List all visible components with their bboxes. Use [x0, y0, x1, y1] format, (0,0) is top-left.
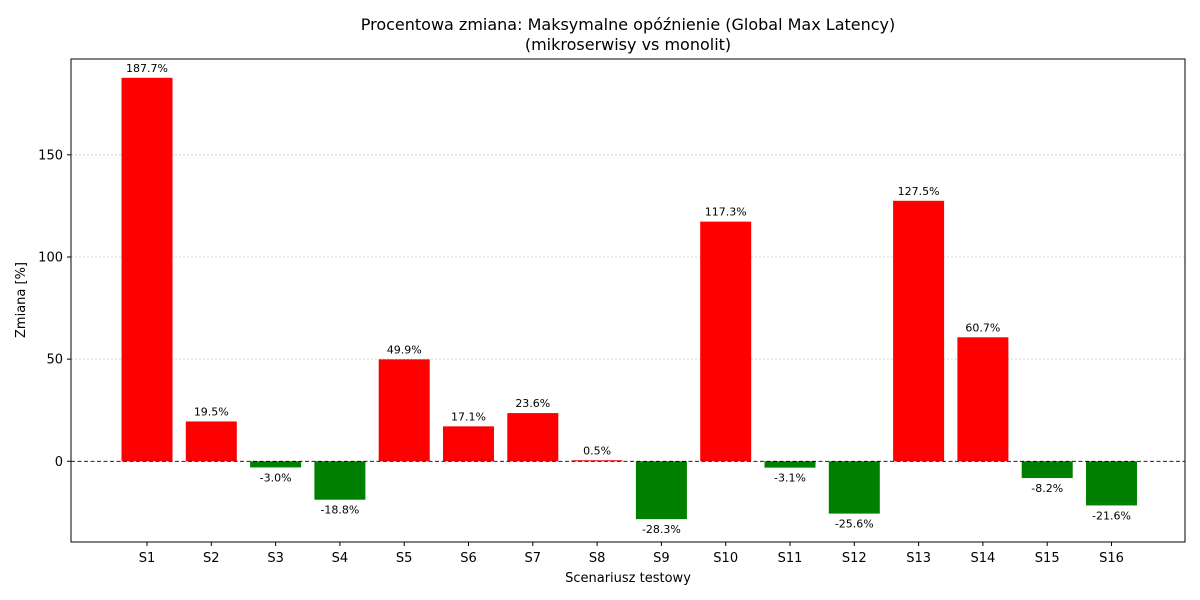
y-tick-label: 50	[46, 353, 63, 368]
data-label: -18.8%	[320, 504, 359, 517]
x-tick-label: S2	[203, 551, 220, 566]
bar-s9	[635, 461, 687, 520]
x-tick-label: S12	[842, 551, 867, 566]
bar-s12	[828, 461, 880, 514]
bar-s6	[443, 426, 494, 462]
plot-frame	[70, 58, 1186, 543]
bar-s15	[1021, 461, 1073, 479]
x-tick-label: S16	[1099, 551, 1124, 566]
x-tick-label: S14	[971, 551, 996, 566]
x-tick-label: S9	[653, 551, 670, 566]
axes-layer: 0 50 100 150 S1 S2 S3 S4 S5 S6 S7 S8 S9 S10 S11 S12 S13 S…	[38, 58, 1186, 566]
bar-s4	[314, 461, 366, 500]
bar-s1	[121, 77, 173, 462]
data-label: 17.1%	[451, 410, 486, 423]
bar-s7	[507, 413, 559, 462]
bar-s16	[1086, 461, 1137, 506]
data-label: 49.9%	[387, 343, 422, 356]
bar-s5	[378, 359, 430, 462]
data-labels-layer: 187.7% 19.5% -3.0% -18.8% 49.9% 17.1% 23.6% 0.5…	[126, 62, 1131, 536]
data-label: 127.5%	[898, 185, 940, 198]
data-label: -25.6%	[835, 518, 874, 531]
y-axis-label: Zmiana [%]	[14, 262, 29, 338]
data-label: -21.6%	[1092, 509, 1131, 522]
bar-s10	[700, 221, 752, 462]
x-axis-label: Scenariusz testowy	[565, 571, 691, 586]
y-tick-label: 0	[55, 455, 63, 470]
data-label: 60.7%	[965, 321, 1000, 334]
x-tick-label: S6	[460, 551, 477, 566]
data-label: 0.5%	[583, 444, 611, 457]
bars-layer	[121, 77, 1137, 520]
bar-s8	[571, 460, 623, 462]
data-label: -28.3%	[642, 523, 681, 536]
x-tick-label: S10	[713, 551, 738, 566]
y-tick-label: 100	[38, 250, 63, 265]
bar-s11	[764, 461, 816, 468]
y-tick-label: 150	[38, 148, 63, 163]
data-label: 23.6%	[515, 397, 550, 410]
data-label: -8.2%	[1031, 482, 1063, 495]
chart-subtitle: (mikroserwisy vs monolit)	[525, 35, 731, 54]
x-tick-label: S11	[778, 551, 803, 566]
x-tick-label: S1	[139, 551, 156, 566]
data-label: -3.0%	[260, 471, 292, 484]
chart-title: Procentowa zmiana: Maksymalne opóźnienie…	[361, 15, 896, 34]
bar-s14	[957, 337, 1009, 462]
bar-s13	[893, 200, 945, 462]
bar-s3	[250, 461, 302, 468]
x-tick-label: S4	[332, 551, 349, 566]
grid-layer	[71, 154, 1185, 360]
data-label: -3.1%	[774, 472, 806, 485]
x-tick-label: S3	[267, 551, 284, 566]
data-label: 19.5%	[194, 405, 229, 418]
data-label: 117.3%	[705, 206, 747, 219]
x-tick-label: S13	[906, 551, 931, 566]
data-label: 187.7%	[126, 62, 168, 75]
bar-s2	[185, 421, 237, 462]
x-tick-label: S5	[396, 551, 413, 566]
x-tick-label: S8	[589, 551, 606, 566]
x-tick-label: S15	[1035, 551, 1060, 566]
x-tick-label: S7	[525, 551, 542, 566]
